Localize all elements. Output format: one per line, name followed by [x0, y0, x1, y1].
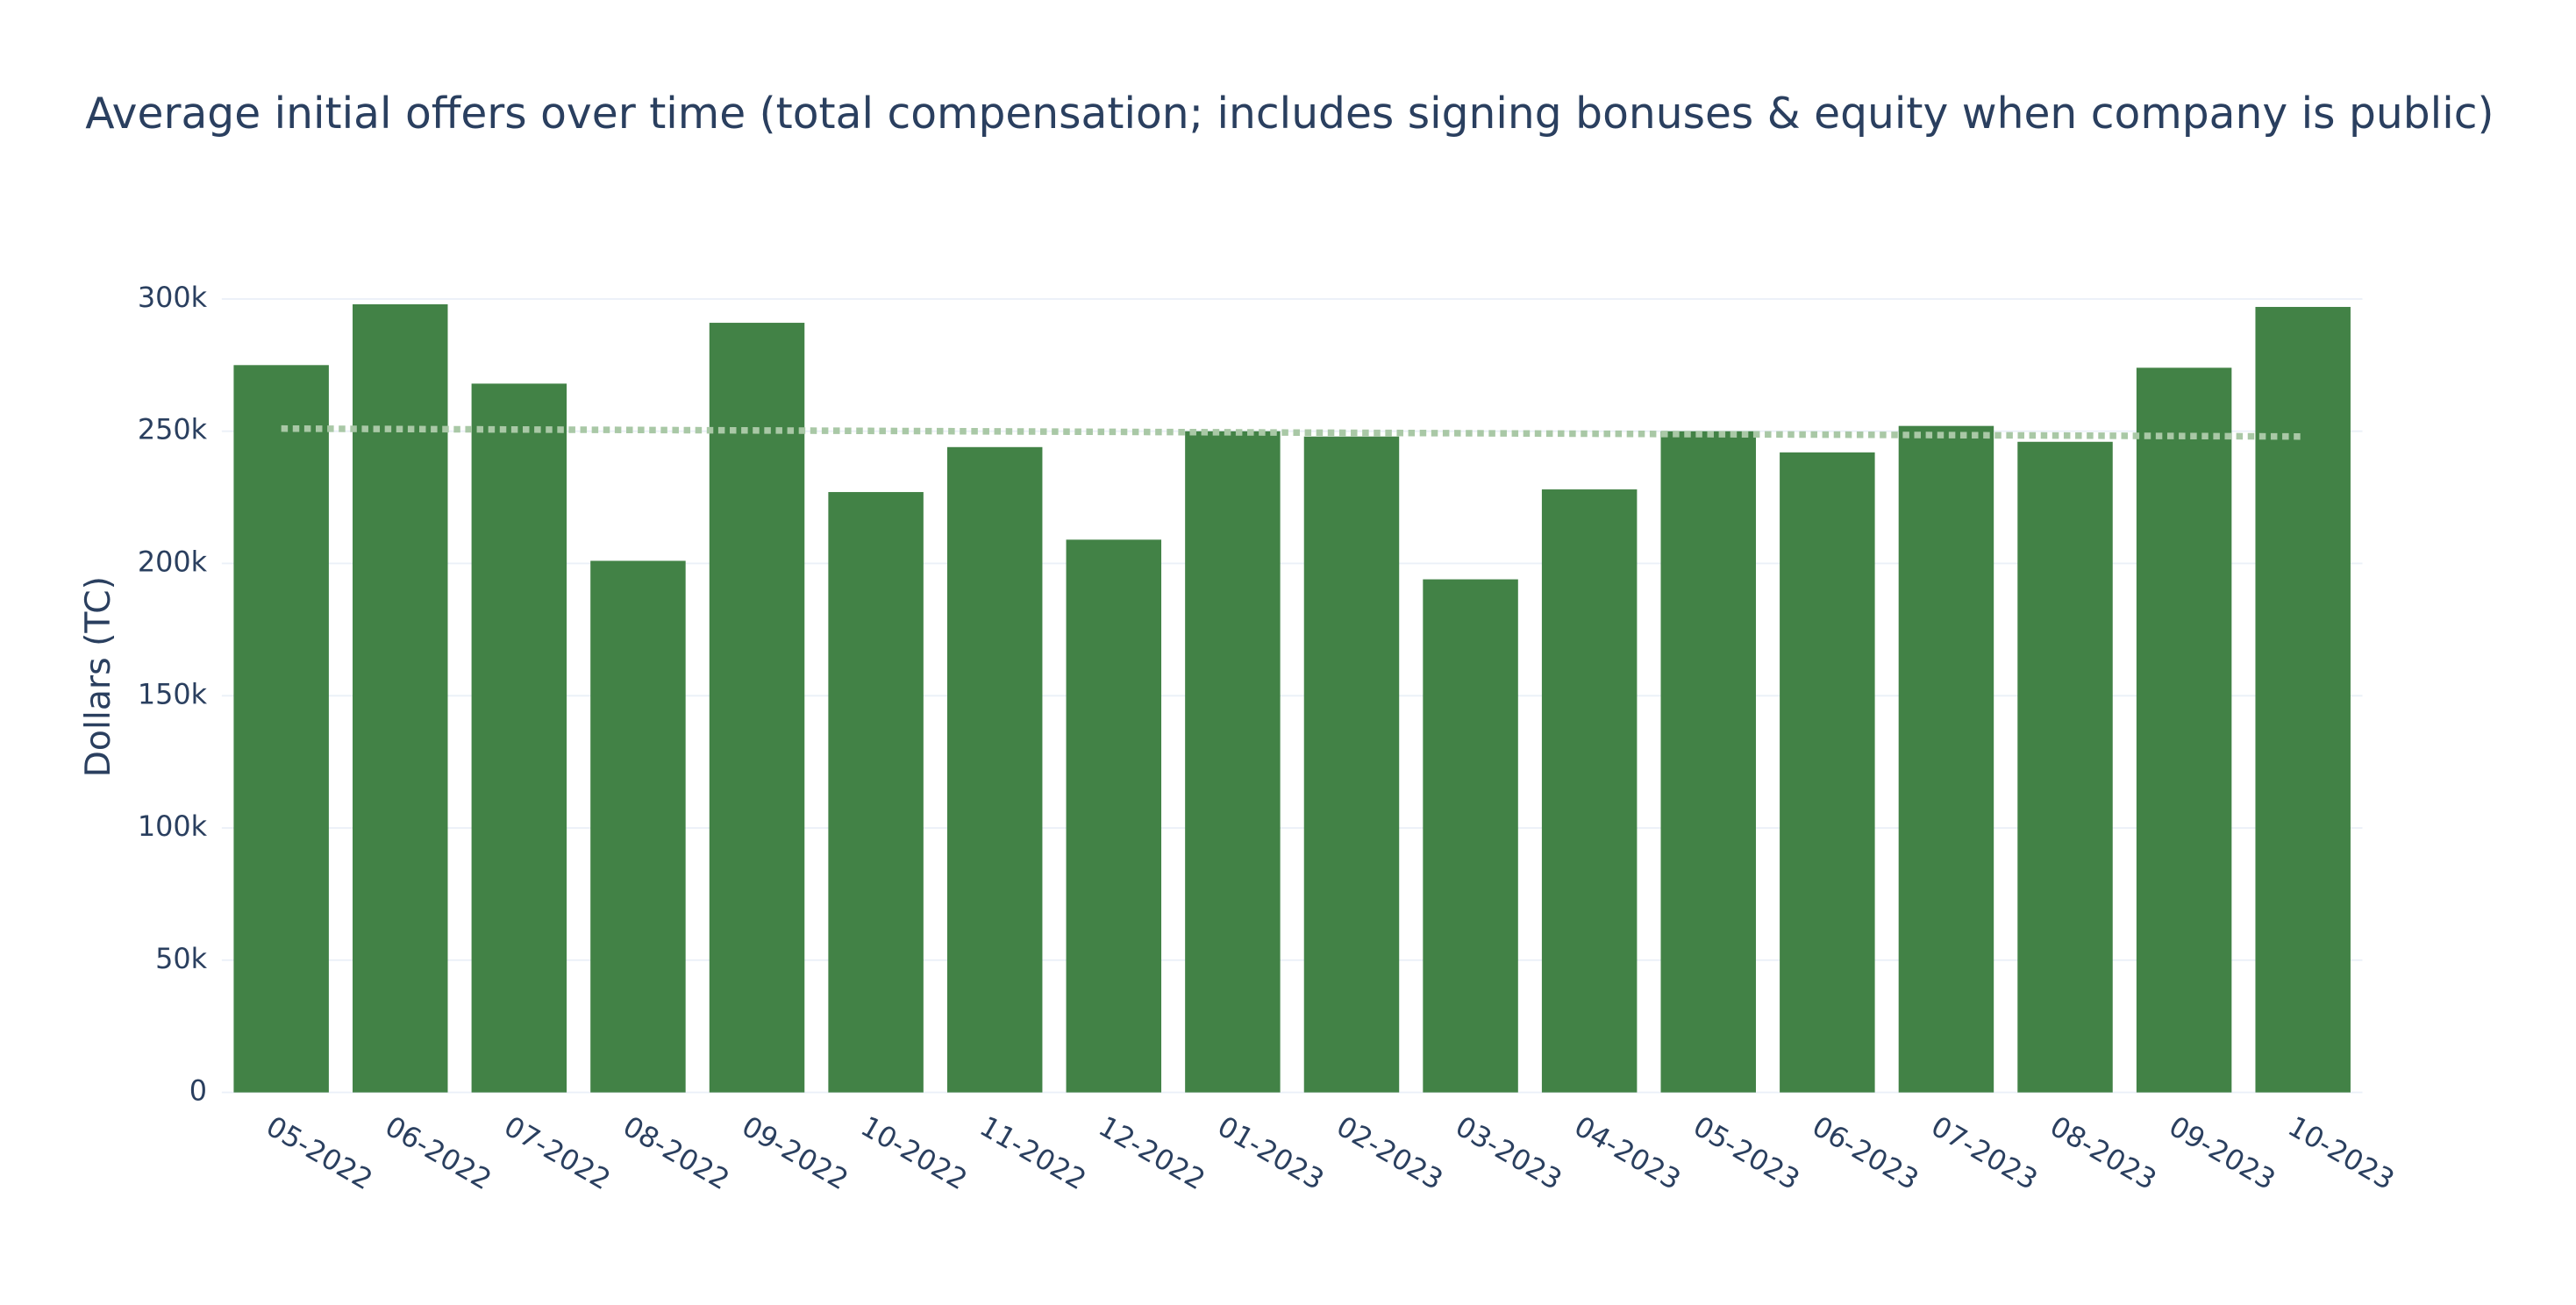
- x-tick-label: 06-2023: [1807, 1109, 1924, 1196]
- trend-line: [281, 424, 2303, 440]
- y-tick-label: 50k: [155, 942, 208, 975]
- bar: [1423, 579, 1518, 1093]
- bar: [353, 303, 448, 1093]
- x-tick-label: 01-2023: [1212, 1109, 1330, 1196]
- x-tick-label: 07-2023: [1925, 1109, 2043, 1196]
- x-tick-label: 05-2023: [1688, 1109, 1805, 1196]
- bar: [1898, 425, 1994, 1093]
- bar: [828, 492, 924, 1093]
- bar: [2255, 306, 2351, 1093]
- x-tick-label: 07-2022: [498, 1109, 616, 1196]
- x-tick-label: 05-2022: [260, 1109, 378, 1196]
- y-tick-label: 300k: [138, 281, 208, 314]
- x-tick-label: 06-2022: [380, 1109, 497, 1196]
- y-tick-label: 100k: [138, 809, 208, 843]
- x-tick-label: 08-2022: [617, 1109, 735, 1196]
- bar: [709, 323, 805, 1093]
- y-tick-label: 150k: [138, 677, 208, 710]
- y-axis-label: Dollars (TC): [78, 576, 118, 777]
- x-tick-label: 02-2023: [1331, 1109, 1448, 1196]
- bar: [2136, 367, 2232, 1093]
- x-tick-label: 03-2023: [1450, 1109, 1567, 1196]
- bar: [2017, 441, 2113, 1093]
- bar: [946, 446, 1043, 1093]
- bar: [233, 365, 329, 1093]
- x-tick-label: 12-2022: [1093, 1109, 1210, 1196]
- y-tick-label: 0: [189, 1074, 207, 1108]
- bar: [1541, 489, 1638, 1093]
- bar: [1660, 431, 1756, 1093]
- x-tick-label: 04-2023: [1569, 1109, 1687, 1196]
- bar: [1780, 452, 1875, 1093]
- x-tick-label: 09-2023: [2164, 1109, 2281, 1196]
- bar: [1066, 539, 1162, 1093]
- x-tick-label: 10-2023: [2282, 1109, 2400, 1196]
- bar: [1185, 431, 1281, 1093]
- x-tick-label: 09-2022: [737, 1109, 854, 1196]
- y-tick-label: 250k: [138, 413, 208, 446]
- chart-title: Average initial offers over time (total …: [85, 89, 2494, 139]
- y-tick-label: 200k: [138, 545, 208, 578]
- x-tick-label: 10-2022: [855, 1109, 973, 1196]
- x-tick-label: 08-2023: [2044, 1109, 2162, 1196]
- bar: [590, 560, 686, 1093]
- bar: [471, 383, 567, 1093]
- x-tick-label: 11-2022: [974, 1109, 1092, 1196]
- bar: [1303, 436, 1400, 1093]
